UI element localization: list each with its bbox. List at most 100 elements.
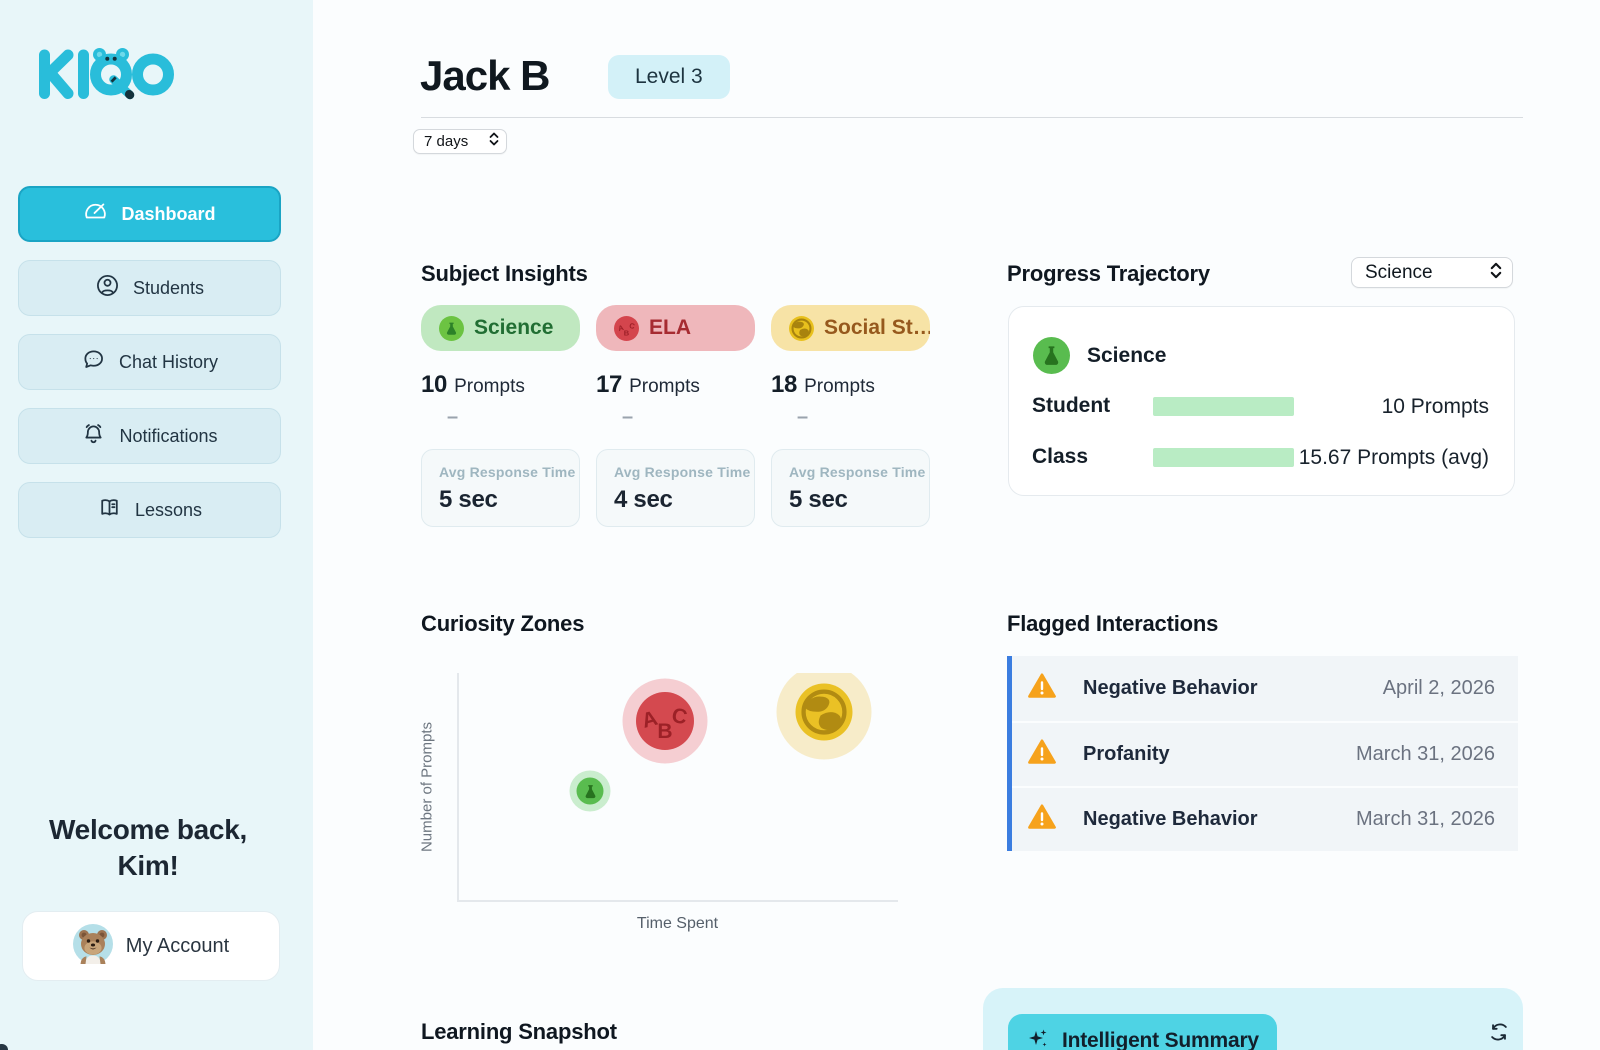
chat-bubble-icon (81, 347, 106, 377)
subject-chip-social-studies[interactable]: Social St… (771, 305, 930, 351)
progress-subject: Science (1033, 337, 1166, 374)
date-range-value: 7 days (424, 133, 469, 150)
trend-placeholder: – (622, 406, 634, 428)
welcome-message: Welcome back, Kim! (49, 814, 247, 881)
user-circle-icon (95, 273, 120, 303)
prompt-count: 18 Prompts (771, 371, 875, 399)
prompt-count: 10 Prompts (421, 371, 525, 399)
warning-icon (1028, 804, 1056, 835)
avg-response-value: 5 sec (439, 486, 498, 513)
subject-chip-label: ELA (649, 316, 691, 339)
date-range-select[interactable]: 7 days (413, 129, 507, 154)
bell-icon (81, 421, 106, 451)
avg-response-value: 5 sec (789, 486, 848, 513)
sidebar-item-chat-history[interactable]: Chat History (18, 334, 281, 390)
prompt-count-value: 17 (596, 371, 623, 398)
progress-row-value: 10 Prompts (1381, 395, 1489, 418)
flagged-item[interactable]: Negative Behavior April 2, 2026 (1012, 656, 1518, 721)
refresh-icon[interactable] (1488, 1021, 1510, 1043)
avg-response-value: 4 sec (614, 486, 673, 513)
flagged-item[interactable]: Negative Behavior March 31, 2026 (1012, 786, 1518, 851)
open-book-icon (97, 495, 122, 525)
sidebar-item-label: Notifications (119, 425, 218, 446)
sidebar-nav: Dashboard Students Chat His (18, 186, 281, 538)
curiosity-zones-plot: A B C (457, 673, 898, 902)
progress-trajectory-card: Science Student 10 Prompts Class 15.67 P… (1008, 306, 1515, 496)
progress-bar-student (1153, 397, 1294, 416)
level-badge: Level 3 (608, 55, 730, 99)
curiosity-ylabel: Number of Prompts (418, 721, 436, 853)
progress-row-label: Class (1032, 445, 1089, 468)
globe-icon (795, 683, 853, 741)
progress-bar-class (1153, 448, 1294, 467)
trend-placeholder: – (797, 406, 809, 428)
select-chevrons-icon (1490, 262, 1502, 284)
prompt-count-unit: Prompts (629, 376, 700, 397)
svg-text:B: B (657, 720, 672, 743)
sidebar-item-label: Students (132, 277, 205, 298)
flagged-item-date: April 2, 2026 (1382, 677, 1495, 699)
avg-response-card: Avg Response Time 5 sec (421, 449, 580, 527)
sidebar-item-lessons[interactable]: Lessons (18, 482, 281, 538)
intelligent-summary-button[interactable]: Intelligent Summary (1008, 1014, 1277, 1050)
flagged-item-label: Profanity (1083, 743, 1170, 765)
subject-chip-label: Social St… (824, 316, 930, 339)
subject-insights-title: Subject Insights (421, 261, 588, 286)
flagged-interactions-title: Flagged Interactions (1007, 611, 1219, 636)
corner-mascot-peek (0, 1044, 8, 1050)
sidebar-item-notifications[interactable]: Notifications (18, 408, 281, 464)
prompt-count-value: 18 (771, 371, 798, 398)
curiosity-zones-title: Curiosity Zones (421, 611, 585, 636)
sidebar-item-students[interactable]: Students (18, 260, 281, 316)
curiosity-xlabel: Time Spent (636, 915, 719, 932)
flagged-item-label: Negative Behavior (1083, 808, 1258, 830)
progress-row-value: 15.67 Prompts (avg) (1298, 446, 1489, 469)
svg-text:A: A (640, 707, 661, 733)
sidebar-item-label: Chat History (118, 351, 219, 372)
trend-placeholder: – (447, 406, 459, 428)
flask-icon (1033, 337, 1070, 374)
prompt-count-unit: Prompts (454, 376, 525, 397)
prompt-count-unit: Prompts (804, 376, 875, 397)
progress-trajectory-title: Progress Trajectory (1007, 261, 1210, 286)
flagged-item[interactable]: Profanity March 31, 2026 (1012, 721, 1518, 786)
flagged-interactions-list: Negative Behavior April 2, 2026 Profanit… (1007, 656, 1518, 851)
flagged-item-date: March 31, 2026 (1356, 743, 1495, 765)
gauge-icon (83, 199, 108, 229)
kiqo-logo-icon (39, 48, 174, 100)
warning-icon (1028, 739, 1056, 770)
page-title: Jack B (420, 52, 550, 99)
progress-subject-name: Science (1087, 343, 1167, 367)
header-divider (421, 117, 1523, 118)
subject-chip-label: Science (474, 316, 554, 339)
subject-chip-science[interactable]: Science (421, 305, 580, 351)
svg-text:B: B (624, 328, 630, 337)
subject-chip-ela[interactable]: A B C ELA (596, 305, 755, 351)
progress-row-label: Student (1032, 394, 1111, 417)
prompt-count-value: 10 (421, 371, 448, 398)
subject-select-value: Science (1365, 261, 1433, 283)
subject-select[interactable]: Science (1351, 257, 1513, 288)
intelligent-summary-label: Intelligent Summary (1062, 1029, 1259, 1050)
select-chevrons-icon (489, 132, 499, 151)
avg-response-label: Avg Response Time (789, 464, 926, 480)
svg-text:C: C (670, 704, 690, 730)
svg-text:A: A (617, 322, 625, 332)
quokka-avatar (72, 923, 113, 969)
kiqo-logo (36, 44, 176, 111)
learning-snapshot-title: Learning Snapshot (421, 1019, 617, 1044)
my-account-button[interactable]: My Account (22, 911, 280, 981)
flask-icon (439, 315, 464, 341)
globe-icon (789, 315, 814, 341)
sidebar-item-dashboard[interactable]: Dashboard (18, 186, 281, 242)
intelligent-summary-panel: Intelligent Summary (983, 988, 1523, 1050)
flagged-item-label: Negative Behavior (1083, 677, 1258, 699)
flask-icon (576, 777, 604, 805)
sidebar: Dashboard Students Chat His (0, 0, 313, 1050)
sidebar-item-label: Dashboard (121, 203, 216, 224)
flagged-item-date: March 31, 2026 (1356, 808, 1495, 830)
avg-response-label: Avg Response Time (614, 464, 751, 480)
svg-text:C: C (628, 321, 636, 331)
abc-letters-icon: A B C (636, 692, 694, 750)
avg-response-card: Avg Response Time 4 sec (596, 449, 755, 527)
